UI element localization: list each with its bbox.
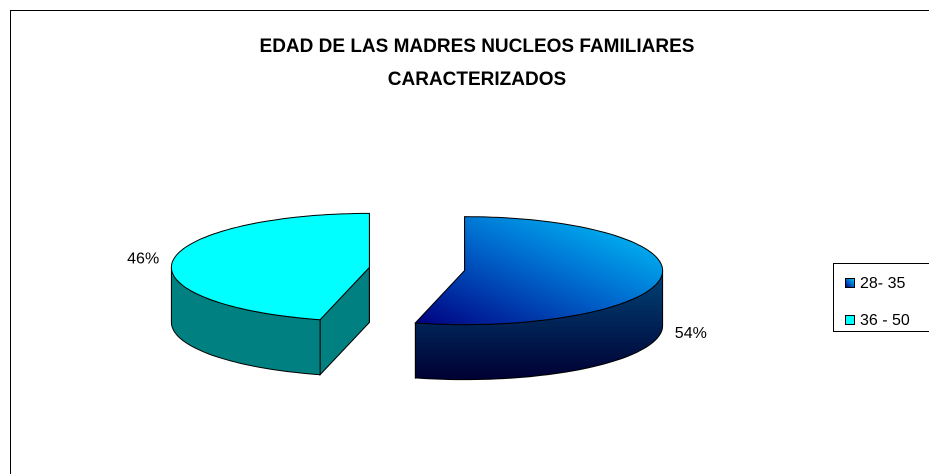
legend-swatch [845,278,855,288]
pie-slice [170,212,370,376]
pie-slice [414,216,664,381]
data-label: 46% [127,251,159,268]
legend-swatch [845,315,855,325]
chart-title: EDAD DE LAS MADRES NUCLEOS FAMILIARES [260,36,695,57]
slice-top [414,216,664,326]
data-label: 54% [675,325,707,342]
legend-label: 36 - 50 [860,312,910,329]
legend-label: 28- 35 [860,275,905,292]
slice-top [170,212,370,321]
chart-title: CARACTERIZADOS [388,69,566,90]
